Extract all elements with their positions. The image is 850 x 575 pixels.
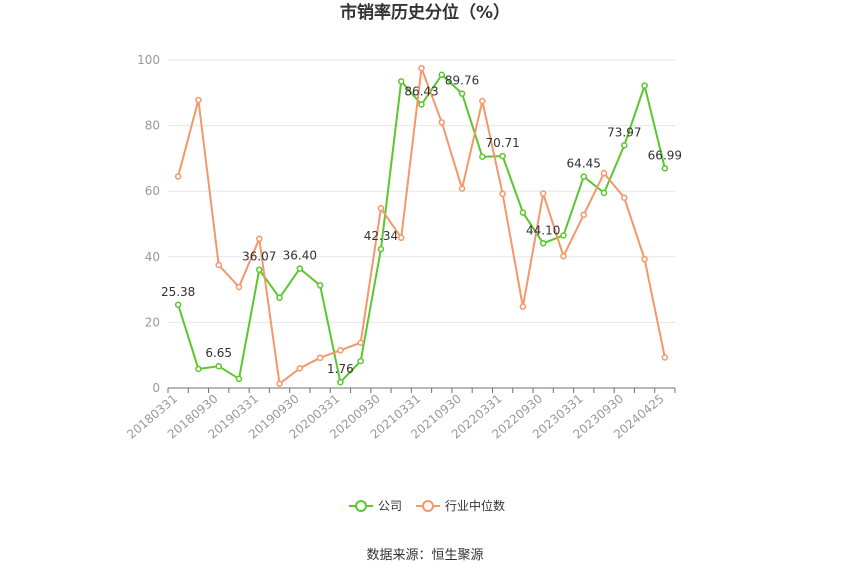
data-point[interactable] [357, 339, 364, 346]
data-point[interactable] [661, 354, 669, 361]
data-point[interactable] [418, 101, 425, 108]
data-point[interactable] [256, 235, 263, 243]
y-tick-label: 100 [137, 53, 160, 67]
data-point[interactable] [215, 261, 222, 269]
data-point[interactable] [276, 294, 283, 302]
legend-marker [422, 500, 434, 512]
data-point[interactable] [600, 169, 608, 177]
data-label: 1.76 [327, 362, 354, 376]
source-note: 数据来源：恒生聚源 [366, 548, 483, 563]
data-point[interactable] [580, 211, 587, 219]
data-point[interactable] [256, 266, 263, 273]
data-label: 36.07 [242, 250, 276, 264]
data-point[interactable] [580, 173, 587, 180]
data-point[interactable] [621, 194, 628, 202]
chart-title: 市销率历史分位（%） [340, 2, 510, 23]
data-point[interactable] [519, 209, 527, 216]
data-label: 44.10 [526, 223, 560, 237]
data-point[interactable] [499, 152, 506, 160]
data-point[interactable] [418, 64, 425, 72]
y-tick-label: 20 [145, 315, 160, 329]
data-label: 89.76 [445, 74, 479, 88]
data-point[interactable] [621, 142, 628, 149]
data-point[interactable] [438, 119, 446, 126]
data-label: 86.43 [404, 85, 438, 99]
data-point[interactable] [337, 378, 344, 386]
legend-label: 行业中位数 [445, 498, 505, 513]
data-label: 70.71 [485, 136, 519, 150]
data-point[interactable] [195, 365, 202, 373]
y-tick-label: 60 [145, 184, 160, 198]
data-point[interactable] [458, 90, 466, 97]
data-point[interactable] [316, 354, 324, 362]
y-tick-label: 40 [145, 250, 160, 264]
data-point[interactable] [276, 380, 283, 387]
legend-item-1[interactable]: 行业中位数 [416, 498, 505, 513]
y-axis: 0 20 40 60 80 100 [137, 53, 160, 395]
legend[interactable]: 公司 行业中位数 [349, 498, 505, 513]
data-label: 36.40 [283, 249, 317, 263]
series-line-0 [177, 73, 666, 384]
data-point[interactable] [174, 301, 182, 309]
data-point[interactable] [397, 78, 405, 85]
data-label: 6.65 [205, 346, 232, 360]
data-label: 73.97 [607, 125, 641, 139]
data-point[interactable] [600, 189, 608, 197]
data-point[interactable] [195, 96, 202, 104]
x-axis: 2018033120180930201903312019093020200331… [124, 387, 676, 442]
data-point[interactable] [479, 97, 486, 105]
data-point[interactable] [296, 265, 304, 272]
data-point[interactable] [377, 245, 385, 253]
y-tick-label: 0 [152, 381, 160, 395]
data-point[interactable] [174, 173, 182, 180]
data-point[interactable] [337, 347, 344, 354]
data-point[interactable] [560, 252, 567, 260]
data-label: 64.45 [567, 157, 601, 171]
data-point[interactable] [641, 82, 648, 89]
series-line-1 [177, 67, 666, 385]
y-tick-label: 80 [145, 119, 160, 133]
data-label: 66.99 [648, 148, 682, 162]
data-point[interactable] [539, 240, 547, 247]
data-point[interactable] [661, 165, 669, 172]
data-labels: 25.38 6.65 36.07 36.40 1.76 42.34 86.43 89.76 70… [161, 74, 682, 377]
data-point[interactable] [641, 255, 648, 263]
data-point[interactable] [458, 185, 466, 192]
data-point[interactable] [357, 357, 364, 365]
data-point[interactable] [377, 205, 385, 212]
data-point[interactable] [560, 232, 567, 239]
data-point[interactable] [479, 153, 486, 161]
data-points [174, 64, 669, 387]
grid-lines [168, 59, 675, 323]
legend-marker [355, 500, 367, 512]
legend-label: 公司 [378, 499, 402, 513]
data-label: 25.38 [161, 285, 195, 299]
legend-item-0[interactable]: 公司 [349, 499, 402, 513]
data-point[interactable] [519, 303, 527, 310]
data-point[interactable] [397, 234, 405, 242]
data-point[interactable] [296, 365, 304, 372]
data-point[interactable] [215, 362, 222, 370]
data-label: 42.34 [364, 229, 398, 243]
series-lines [177, 67, 666, 385]
data-point[interactable] [316, 282, 324, 289]
data-point[interactable] [235, 375, 243, 383]
data-point[interactable] [438, 71, 446, 79]
data-point[interactable] [499, 190, 506, 198]
data-point[interactable] [235, 283, 243, 291]
data-point[interactable] [539, 190, 547, 197]
